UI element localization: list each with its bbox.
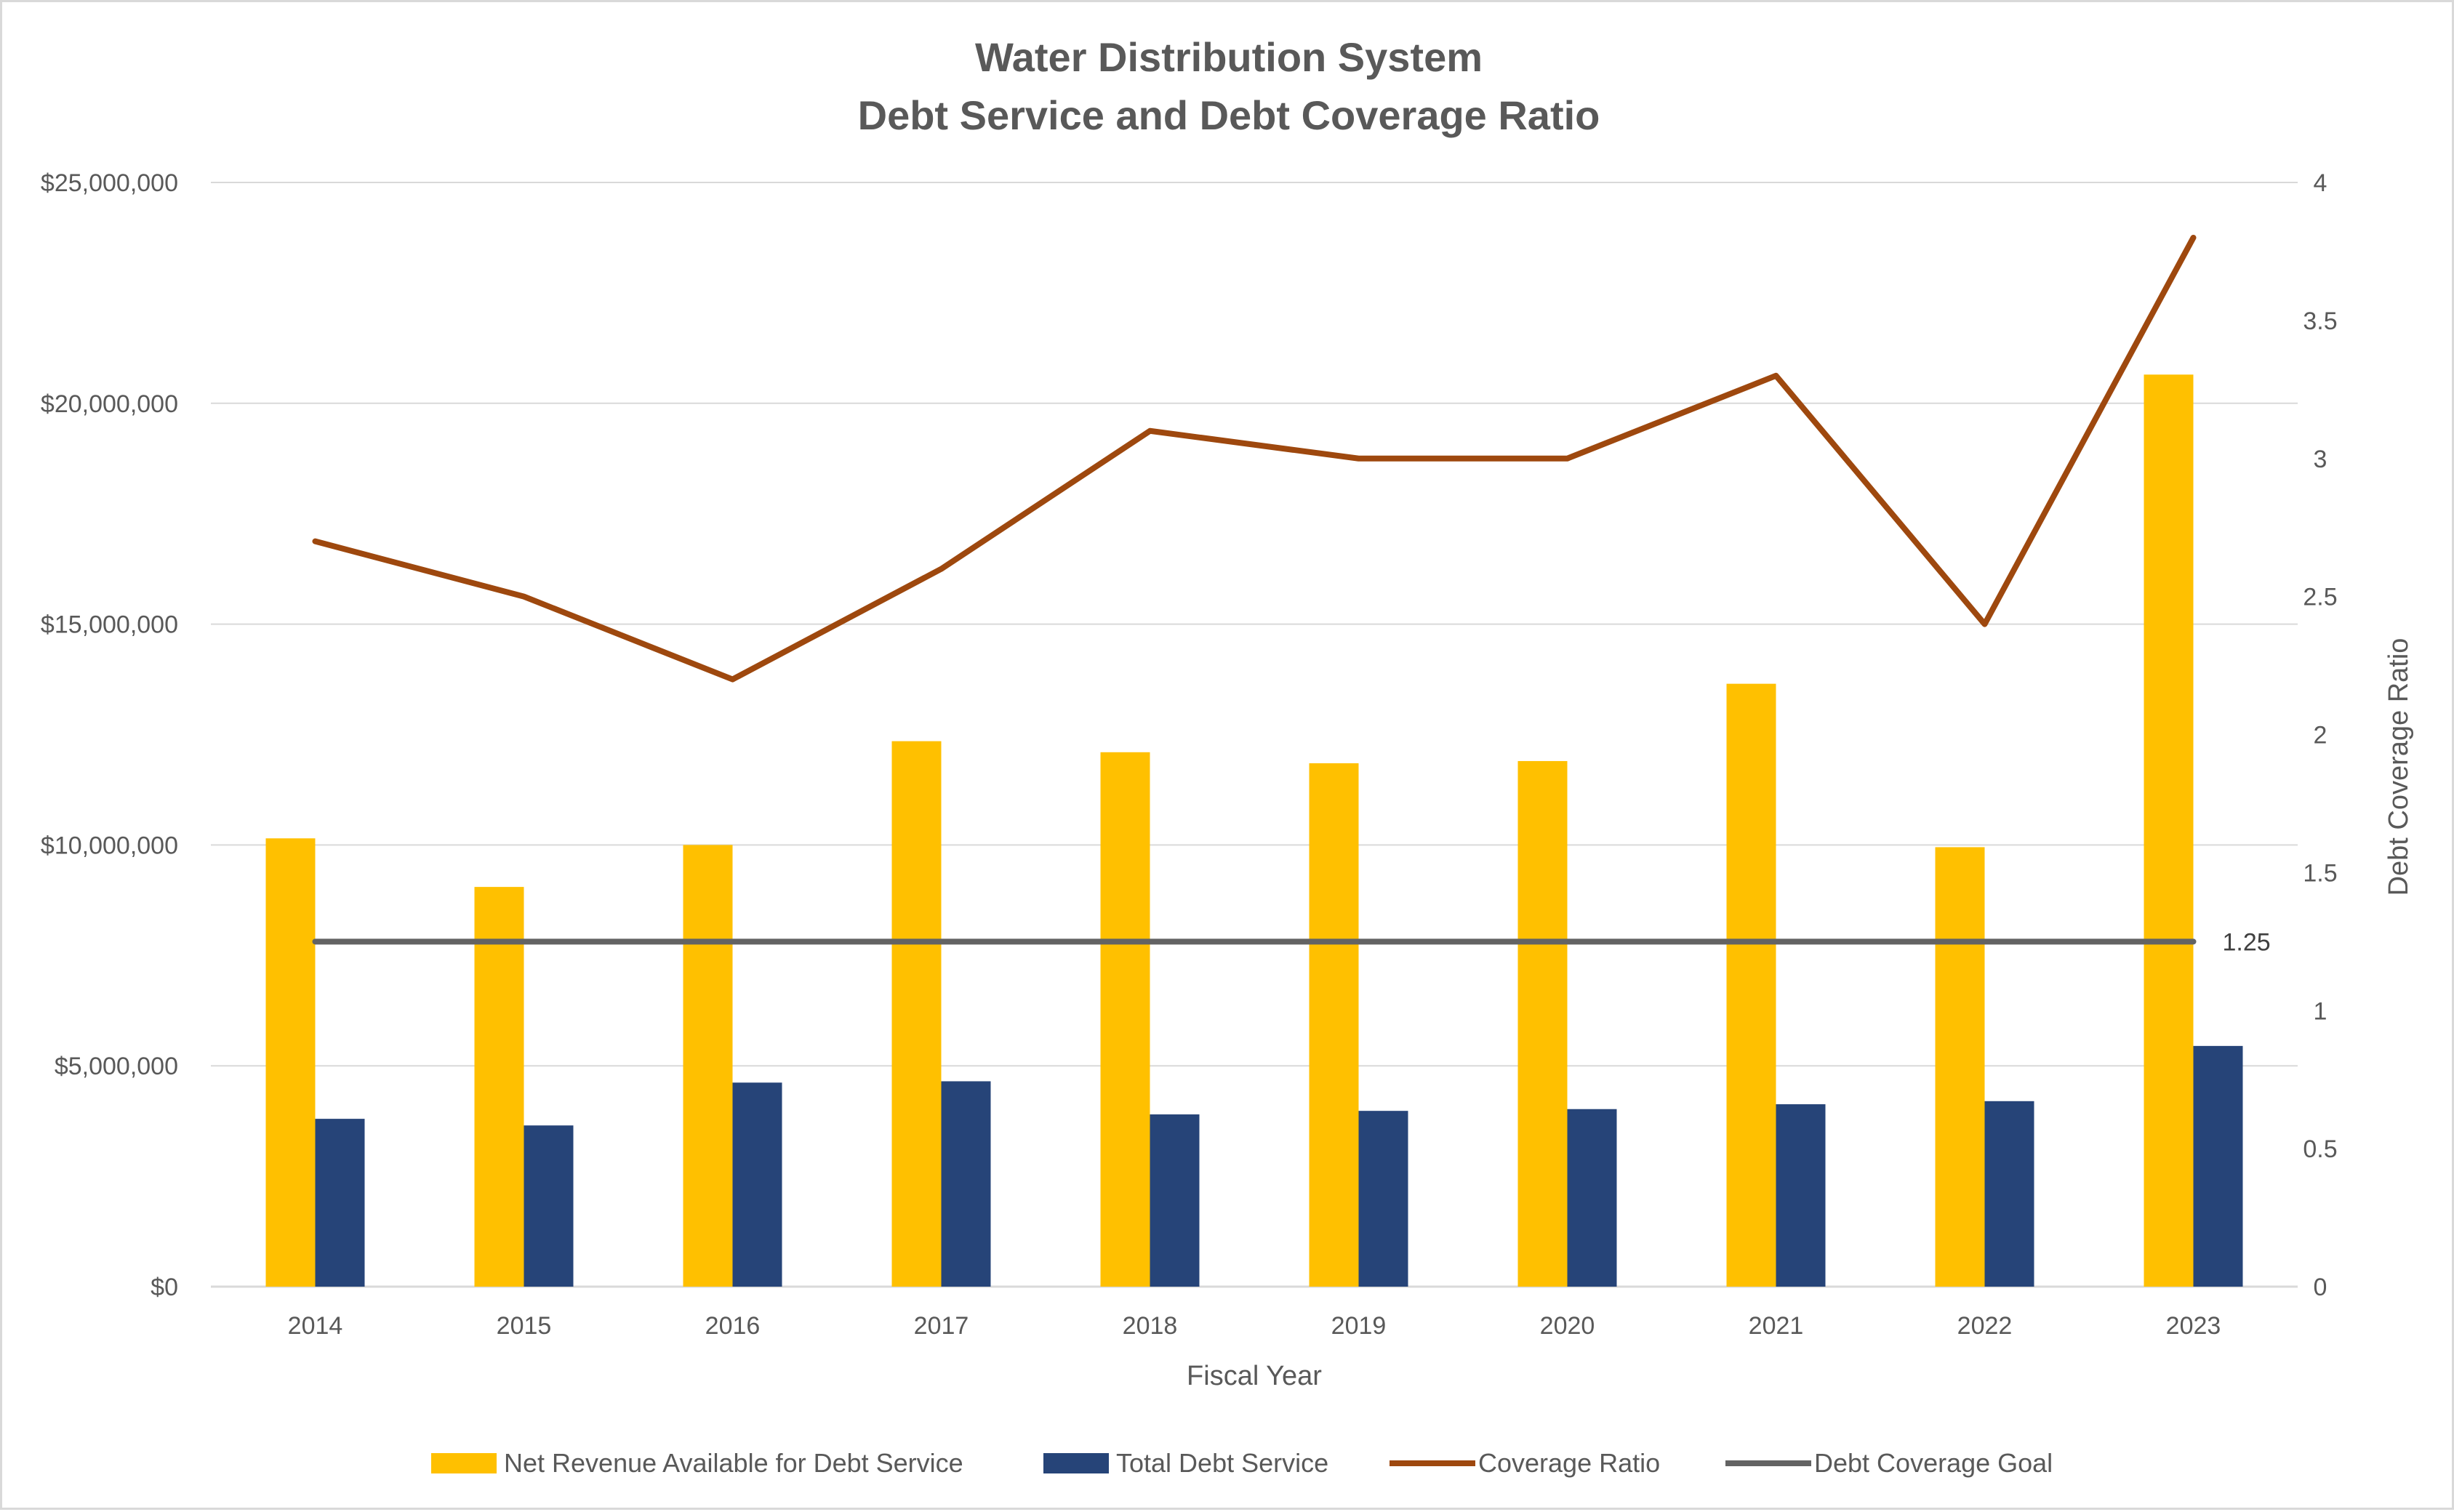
bar	[732, 1082, 782, 1287]
data-label: 1.25	[2223, 928, 2271, 956]
legend-label: Debt Coverage Goal	[1814, 1448, 2053, 1478]
y2-tick-label: 2	[2314, 722, 2327, 749]
legend-swatch	[431, 1453, 497, 1473]
legend-label: Coverage Ratio	[1478, 1448, 1660, 1478]
y2-tick-label: 0.5	[2303, 1135, 2337, 1163]
x-tick-label: 2014	[288, 1312, 343, 1340]
y-tick-label: $25,000,000	[41, 169, 178, 197]
bar	[524, 1125, 574, 1287]
bar	[315, 1119, 365, 1287]
bar	[1567, 1109, 1617, 1287]
y-tick-label: $0	[151, 1274, 178, 1301]
bar	[941, 1081, 991, 1287]
legend-label: Total Debt Service	[1116, 1448, 1328, 1478]
bar	[891, 741, 942, 1287]
y2-tick-label: 2.5	[2303, 584, 2337, 611]
y2-tick-label: 1.5	[2303, 859, 2337, 887]
x-tick-label: 2021	[1749, 1312, 1804, 1340]
legend-label: Net Revenue Available for Debt Service	[504, 1448, 963, 1478]
legend: Net Revenue Available for Debt Service To…	[431, 1448, 2053, 1478]
bar	[1935, 847, 1985, 1287]
y-axis-left: $0 $5,000,000 $10,000,000 $15,000,000 $20,00…	[41, 169, 178, 1301]
y-tick-label: $20,000,000	[41, 390, 178, 418]
x-tick-label: 2016	[705, 1312, 761, 1340]
y-axis-right: 0 0.5 1 1.5 2 2.5 3 3.5 4	[2303, 169, 2337, 1301]
legend-swatch	[1043, 1453, 1109, 1473]
bar	[1358, 1111, 1408, 1287]
bar	[1100, 752, 1150, 1287]
y-tick-label: $15,000,000	[41, 611, 178, 639]
chart-title-line-2: Debt Service and Debt Coverage Ratio	[858, 92, 1600, 138]
y-tick-label: $5,000,000	[55, 1053, 178, 1080]
y2-tick-label: 4	[2314, 169, 2327, 197]
x-axis: 2014 2015 2016 2017 2018 2019 2020 2021 2022 2023	[288, 1312, 2221, 1340]
bar	[683, 845, 733, 1287]
bar	[2193, 1045, 2243, 1287]
bar	[1984, 1101, 2034, 1287]
bar	[1150, 1114, 1200, 1287]
x-tick-label: 2019	[1331, 1312, 1387, 1340]
bar	[2144, 374, 2194, 1287]
y2-axis-title: Debt Coverage Ratio	[2383, 638, 2414, 896]
y-tick-label: $10,000,000	[41, 832, 178, 859]
bar	[1726, 683, 1776, 1287]
x-tick-label: 2022	[1957, 1312, 2013, 1340]
bar	[1776, 1104, 1826, 1287]
y2-tick-label: 0	[2314, 1274, 2327, 1301]
x-tick-label: 2020	[1540, 1312, 1595, 1340]
x-axis-title: Fiscal Year	[1187, 1361, 1322, 1391]
y2-tick-label: 1	[2314, 997, 2327, 1025]
x-tick-label: 2023	[2166, 1312, 2221, 1340]
line-series: 1.25	[312, 234, 2271, 956]
bar	[474, 887, 524, 1287]
series-line	[312, 234, 2197, 683]
bar	[1309, 763, 1359, 1287]
x-tick-label: 2017	[914, 1312, 969, 1340]
y2-tick-label: 3.5	[2303, 307, 2337, 335]
x-tick-label: 2018	[1123, 1312, 1178, 1340]
bar	[265, 838, 316, 1287]
x-tick-label: 2015	[497, 1312, 552, 1340]
y2-tick-label: 3	[2314, 446, 2327, 473]
bar-series	[265, 374, 2243, 1287]
bar	[1517, 760, 1568, 1287]
chart-title-line-1: Water Distribution System	[975, 34, 1483, 80]
